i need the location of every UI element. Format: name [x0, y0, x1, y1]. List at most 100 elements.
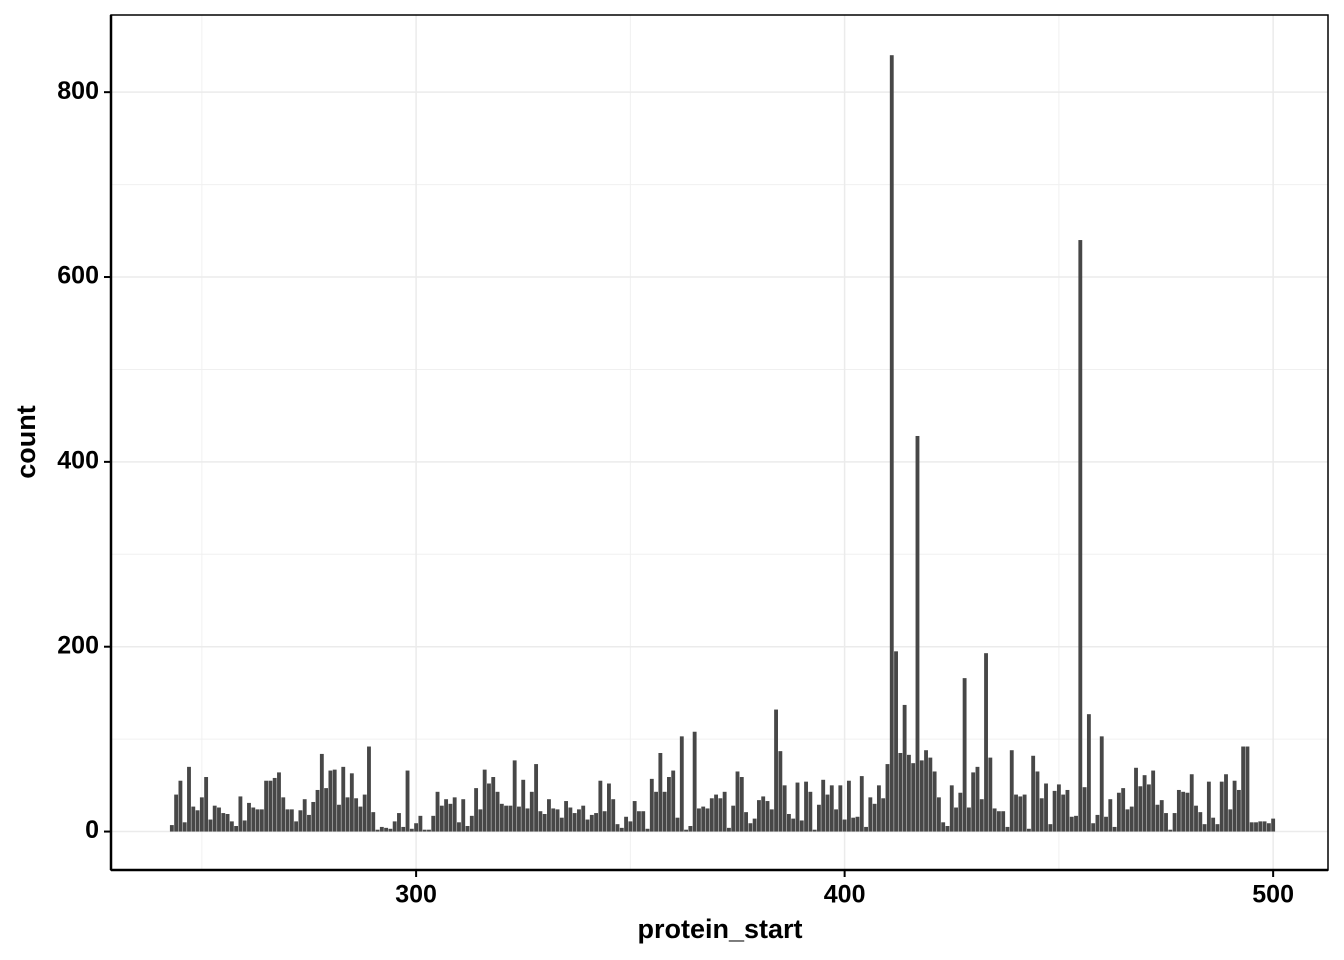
bar — [769, 809, 774, 832]
y-axis-title: count — [11, 405, 41, 479]
bar — [1181, 791, 1186, 832]
bar — [928, 757, 933, 832]
bar — [422, 829, 427, 832]
bar — [654, 791, 659, 832]
bar — [581, 805, 586, 832]
bar — [277, 772, 281, 832]
bar — [825, 794, 830, 832]
bar — [855, 816, 860, 832]
bar — [778, 751, 783, 832]
bar — [662, 791, 667, 832]
bar — [641, 811, 646, 832]
bar — [529, 791, 534, 832]
bar — [688, 826, 693, 832]
bar — [1048, 824, 1053, 832]
bar — [1104, 816, 1108, 832]
bar — [482, 769, 487, 832]
bar — [199, 797, 204, 832]
bar — [941, 822, 946, 832]
bar — [487, 783, 491, 832]
bar — [1258, 821, 1263, 832]
bar — [872, 803, 877, 832]
bar — [499, 803, 504, 832]
bar — [212, 805, 217, 832]
bar — [1219, 781, 1224, 832]
bar — [881, 798, 886, 832]
bar — [512, 760, 517, 832]
bar — [628, 821, 633, 832]
bar — [898, 752, 903, 832]
bar — [1168, 829, 1173, 832]
bar — [358, 806, 363, 832]
bar — [602, 811, 607, 832]
bar — [1099, 736, 1104, 832]
bar — [367, 746, 371, 832]
bar — [1164, 813, 1168, 832]
bar — [371, 812, 376, 832]
bar — [911, 763, 916, 832]
bar — [255, 809, 260, 832]
bar — [208, 819, 213, 832]
bar — [1065, 789, 1070, 832]
bar — [765, 801, 770, 832]
bar — [354, 798, 359, 832]
bar — [722, 791, 727, 832]
bar — [842, 819, 847, 832]
bar — [864, 826, 868, 832]
bar — [439, 805, 444, 832]
bar — [816, 804, 821, 832]
bar — [285, 809, 290, 832]
bar — [1245, 746, 1250, 832]
bar — [1116, 792, 1121, 832]
bar — [465, 826, 470, 832]
bar — [1224, 774, 1228, 832]
bar — [1112, 826, 1117, 832]
bar — [392, 821, 397, 832]
bar — [949, 785, 954, 832]
bar — [1185, 792, 1190, 832]
bar — [649, 778, 654, 832]
bar — [289, 809, 294, 832]
bar — [298, 810, 303, 832]
bar — [1108, 799, 1113, 832]
bar — [761, 796, 766, 832]
bar — [452, 797, 457, 832]
bar — [217, 807, 221, 832]
bar — [504, 805, 509, 832]
bar — [774, 709, 778, 832]
bar — [264, 780, 269, 832]
panel-border — [110, 14, 1329, 871]
bar — [851, 817, 856, 832]
bar — [1026, 828, 1031, 832]
bar — [268, 780, 273, 832]
bar — [1125, 809, 1130, 832]
bar — [195, 810, 200, 832]
bar — [1228, 809, 1233, 832]
bar — [971, 772, 976, 832]
bar — [1254, 822, 1258, 832]
bar — [302, 799, 307, 832]
x-tick-label: 300 — [395, 881, 437, 909]
bar — [311, 801, 316, 832]
bar — [966, 807, 971, 832]
bar — [435, 791, 440, 832]
bar — [1159, 800, 1164, 832]
bar — [632, 801, 637, 832]
bar — [551, 808, 556, 832]
bar — [962, 678, 967, 832]
bar — [388, 828, 393, 832]
bar — [624, 816, 629, 832]
bar — [799, 820, 804, 832]
bar — [281, 797, 286, 832]
bar — [679, 736, 684, 832]
bar — [726, 827, 731, 832]
bar — [448, 803, 453, 832]
bar — [221, 813, 226, 832]
bar — [1091, 823, 1096, 832]
bar — [1052, 790, 1057, 832]
bar — [272, 777, 277, 832]
bar — [731, 805, 736, 832]
bar — [996, 811, 1001, 832]
bar — [645, 828, 650, 832]
x-tick-label: 400 — [824, 881, 866, 909]
